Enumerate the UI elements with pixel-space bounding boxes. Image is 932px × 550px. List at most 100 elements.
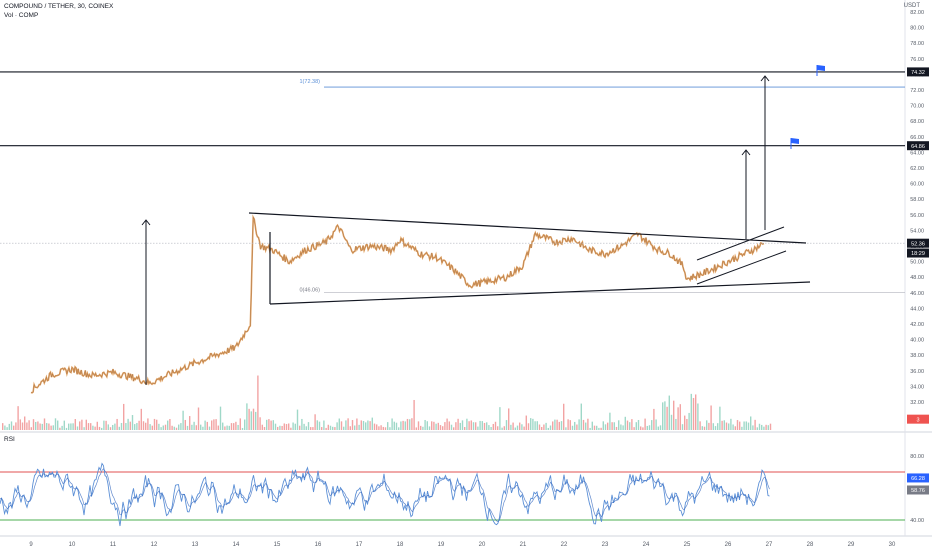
volume-bar (277, 426, 279, 430)
volume-bar (349, 426, 351, 430)
volume-bar (646, 425, 648, 430)
volume-bar (734, 426, 736, 430)
volume-bar (81, 419, 83, 430)
volume-bar (477, 426, 479, 430)
time-tick-label: 29 (848, 542, 855, 548)
volume-bar (87, 423, 90, 430)
volume-bar (235, 421, 237, 430)
volume-bar (204, 420, 206, 430)
volume-bar (754, 419, 756, 430)
volume-bar (360, 420, 362, 430)
time-tick-label: 17 (356, 542, 363, 548)
volume-bar (532, 418, 534, 430)
time-tick-label: 9 (29, 542, 33, 548)
rsi-tick-label: 40.00 (910, 518, 924, 524)
volume-bar (706, 420, 708, 430)
volume-bar (83, 427, 85, 430)
volume-bar (129, 421, 131, 430)
volume-bar (151, 425, 153, 430)
volume-bar (270, 420, 272, 430)
volume-bar (725, 422, 728, 430)
price-tick-label: 58.00 (910, 197, 924, 203)
volume-bar (230, 423, 233, 430)
volume-bar (116, 418, 118, 430)
rsi-legend[interactable]: RSI (4, 436, 15, 443)
volume-bar (193, 421, 195, 430)
volume-bar (655, 419, 657, 430)
volume-bar (79, 421, 81, 430)
volume-bar (494, 421, 497, 430)
volume-bar (17, 406, 19, 430)
rsi-tick-label: 80.00 (910, 454, 924, 460)
volume-bar (167, 420, 169, 430)
price-tick-label: 48.00 (910, 275, 924, 281)
volume-bar (468, 421, 470, 430)
volume-bar (292, 422, 294, 430)
volume-bar (261, 424, 263, 430)
volume-bar (123, 403, 125, 430)
volume-bar (400, 421, 402, 430)
volume-bar (712, 423, 714, 430)
volume-bar (417, 421, 420, 430)
volume-bar (266, 419, 268, 430)
volume-bar (224, 426, 226, 430)
time-tick-label: 24 (643, 542, 650, 548)
volume-bar (569, 420, 571, 430)
volume-bar (598, 427, 600, 430)
volume-bar (46, 423, 48, 430)
price-tick-label: 62.00 (910, 166, 924, 172)
volume-bar (501, 427, 503, 430)
volume-bar (545, 422, 547, 430)
volume-bar (741, 426, 743, 430)
volume-bar (288, 423, 290, 430)
volume-bar (305, 426, 307, 430)
volume-bar (200, 424, 202, 430)
volume-bar (39, 423, 41, 430)
triangle-upper-trendline (248, 212, 807, 244)
time-tick-label: 27 (766, 542, 773, 548)
time-tick-label: 19 (438, 542, 445, 548)
volume-bar (607, 422, 609, 430)
volume-bar (543, 424, 545, 430)
volume-bar (299, 425, 301, 430)
volume-bar (195, 425, 197, 430)
volume-legend[interactable]: Vol · COMP (4, 12, 39, 19)
symbol-legend[interactable]: COMPOUND / TETHER, 30, COINEX (4, 3, 114, 10)
volume-bar (525, 415, 527, 430)
volume-bar (688, 412, 690, 430)
volume-bar (701, 426, 703, 430)
volume-bar (536, 421, 538, 430)
price-badge (907, 141, 929, 151)
volume-bar (351, 420, 354, 430)
volume-bar (497, 426, 499, 430)
flag-icon (791, 138, 799, 144)
volume-bar (662, 402, 664, 430)
volume-bar (710, 405, 712, 430)
volume-bar (457, 418, 459, 430)
volume-bar (723, 420, 725, 430)
volume-bar (580, 403, 582, 430)
volume-bar (329, 425, 332, 430)
volume-bar (402, 420, 404, 430)
time-tick-label: 13 (192, 542, 199, 548)
volume-bar (257, 375, 259, 430)
volume-bar (413, 399, 415, 430)
volume-bar (721, 420, 723, 430)
volume-bar (640, 426, 642, 430)
volume-bar (767, 425, 769, 430)
volume-bar (178, 424, 180, 430)
volume-bar (101, 427, 103, 430)
volume-bar (252, 408, 255, 430)
volume-bar (552, 421, 554, 430)
volume-bar (411, 418, 413, 430)
volume-bar (503, 426, 505, 430)
volume-bar (673, 400, 675, 430)
volume-bar (156, 419, 158, 430)
price-tick-label: 54.00 (910, 228, 924, 234)
volume-bar (684, 415, 686, 430)
volume-bar (505, 420, 508, 430)
volume-bar (211, 420, 213, 430)
channel-lower-line (696, 250, 787, 285)
